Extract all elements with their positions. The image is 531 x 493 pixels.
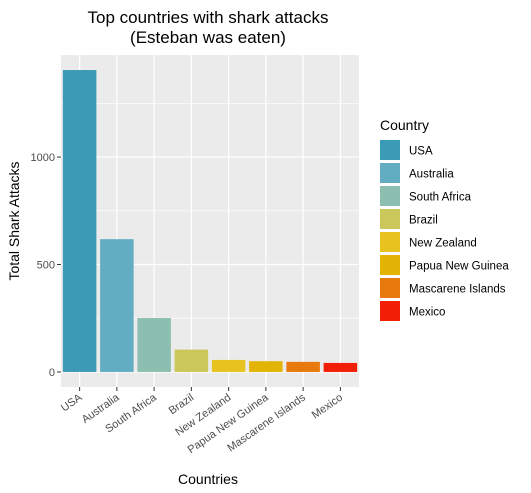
legend-label: Mexico <box>409 307 445 319</box>
legend-key <box>380 301 400 321</box>
legend-label: Mascarene Islands <box>409 284 506 296</box>
legend-label: USA <box>409 146 433 158</box>
x-axis-title: Countries <box>178 471 238 487</box>
legend-label: South Africa <box>409 192 472 204</box>
legend-label: Australia <box>409 169 454 181</box>
bar-usa <box>62 70 97 372</box>
legend-label: New Zealand <box>409 238 477 250</box>
y-tick-label: 500 <box>37 260 55 272</box>
legend-key <box>380 163 400 183</box>
y-axis-title: Total Shark Attacks <box>6 161 22 280</box>
legend-items: USA Australia South Africa Brazil New Zealan… <box>380 140 509 321</box>
legend-key <box>380 209 400 229</box>
legend-key <box>380 140 400 160</box>
legend: Country USA Australia South Africa Brazil Ne… <box>380 117 509 321</box>
legend-title: Country <box>380 117 429 133</box>
bar-papua-new-guinea <box>249 361 283 372</box>
chart-subtitle: (Esteban was eaten) <box>130 28 286 47</box>
x-tick-label: Brazil <box>167 392 196 418</box>
x-tick-label: Mexico <box>310 392 345 422</box>
bar-mascarene-islands <box>286 361 320 372</box>
bar-brazil <box>174 349 209 372</box>
y-tick-label: 1000 <box>31 152 55 164</box>
legend-key <box>380 255 400 275</box>
legend-key <box>380 232 400 252</box>
y-axis: 0 500 1000 <box>31 152 61 379</box>
x-tick-label: USA <box>59 391 85 414</box>
legend-label: Papua New Guinea <box>409 261 509 273</box>
legend-key <box>380 278 400 298</box>
bar-south-africa <box>137 318 171 372</box>
bars <box>62 70 358 372</box>
legend-key <box>380 186 400 206</box>
bar-australia <box>100 239 134 372</box>
chart-title: Top countries with shark attacks <box>88 8 329 27</box>
bar-mexico <box>323 362 358 372</box>
legend-label: Brazil <box>409 215 438 227</box>
bar-new-zealand <box>211 359 246 372</box>
y-tick-label: 0 <box>49 367 55 379</box>
